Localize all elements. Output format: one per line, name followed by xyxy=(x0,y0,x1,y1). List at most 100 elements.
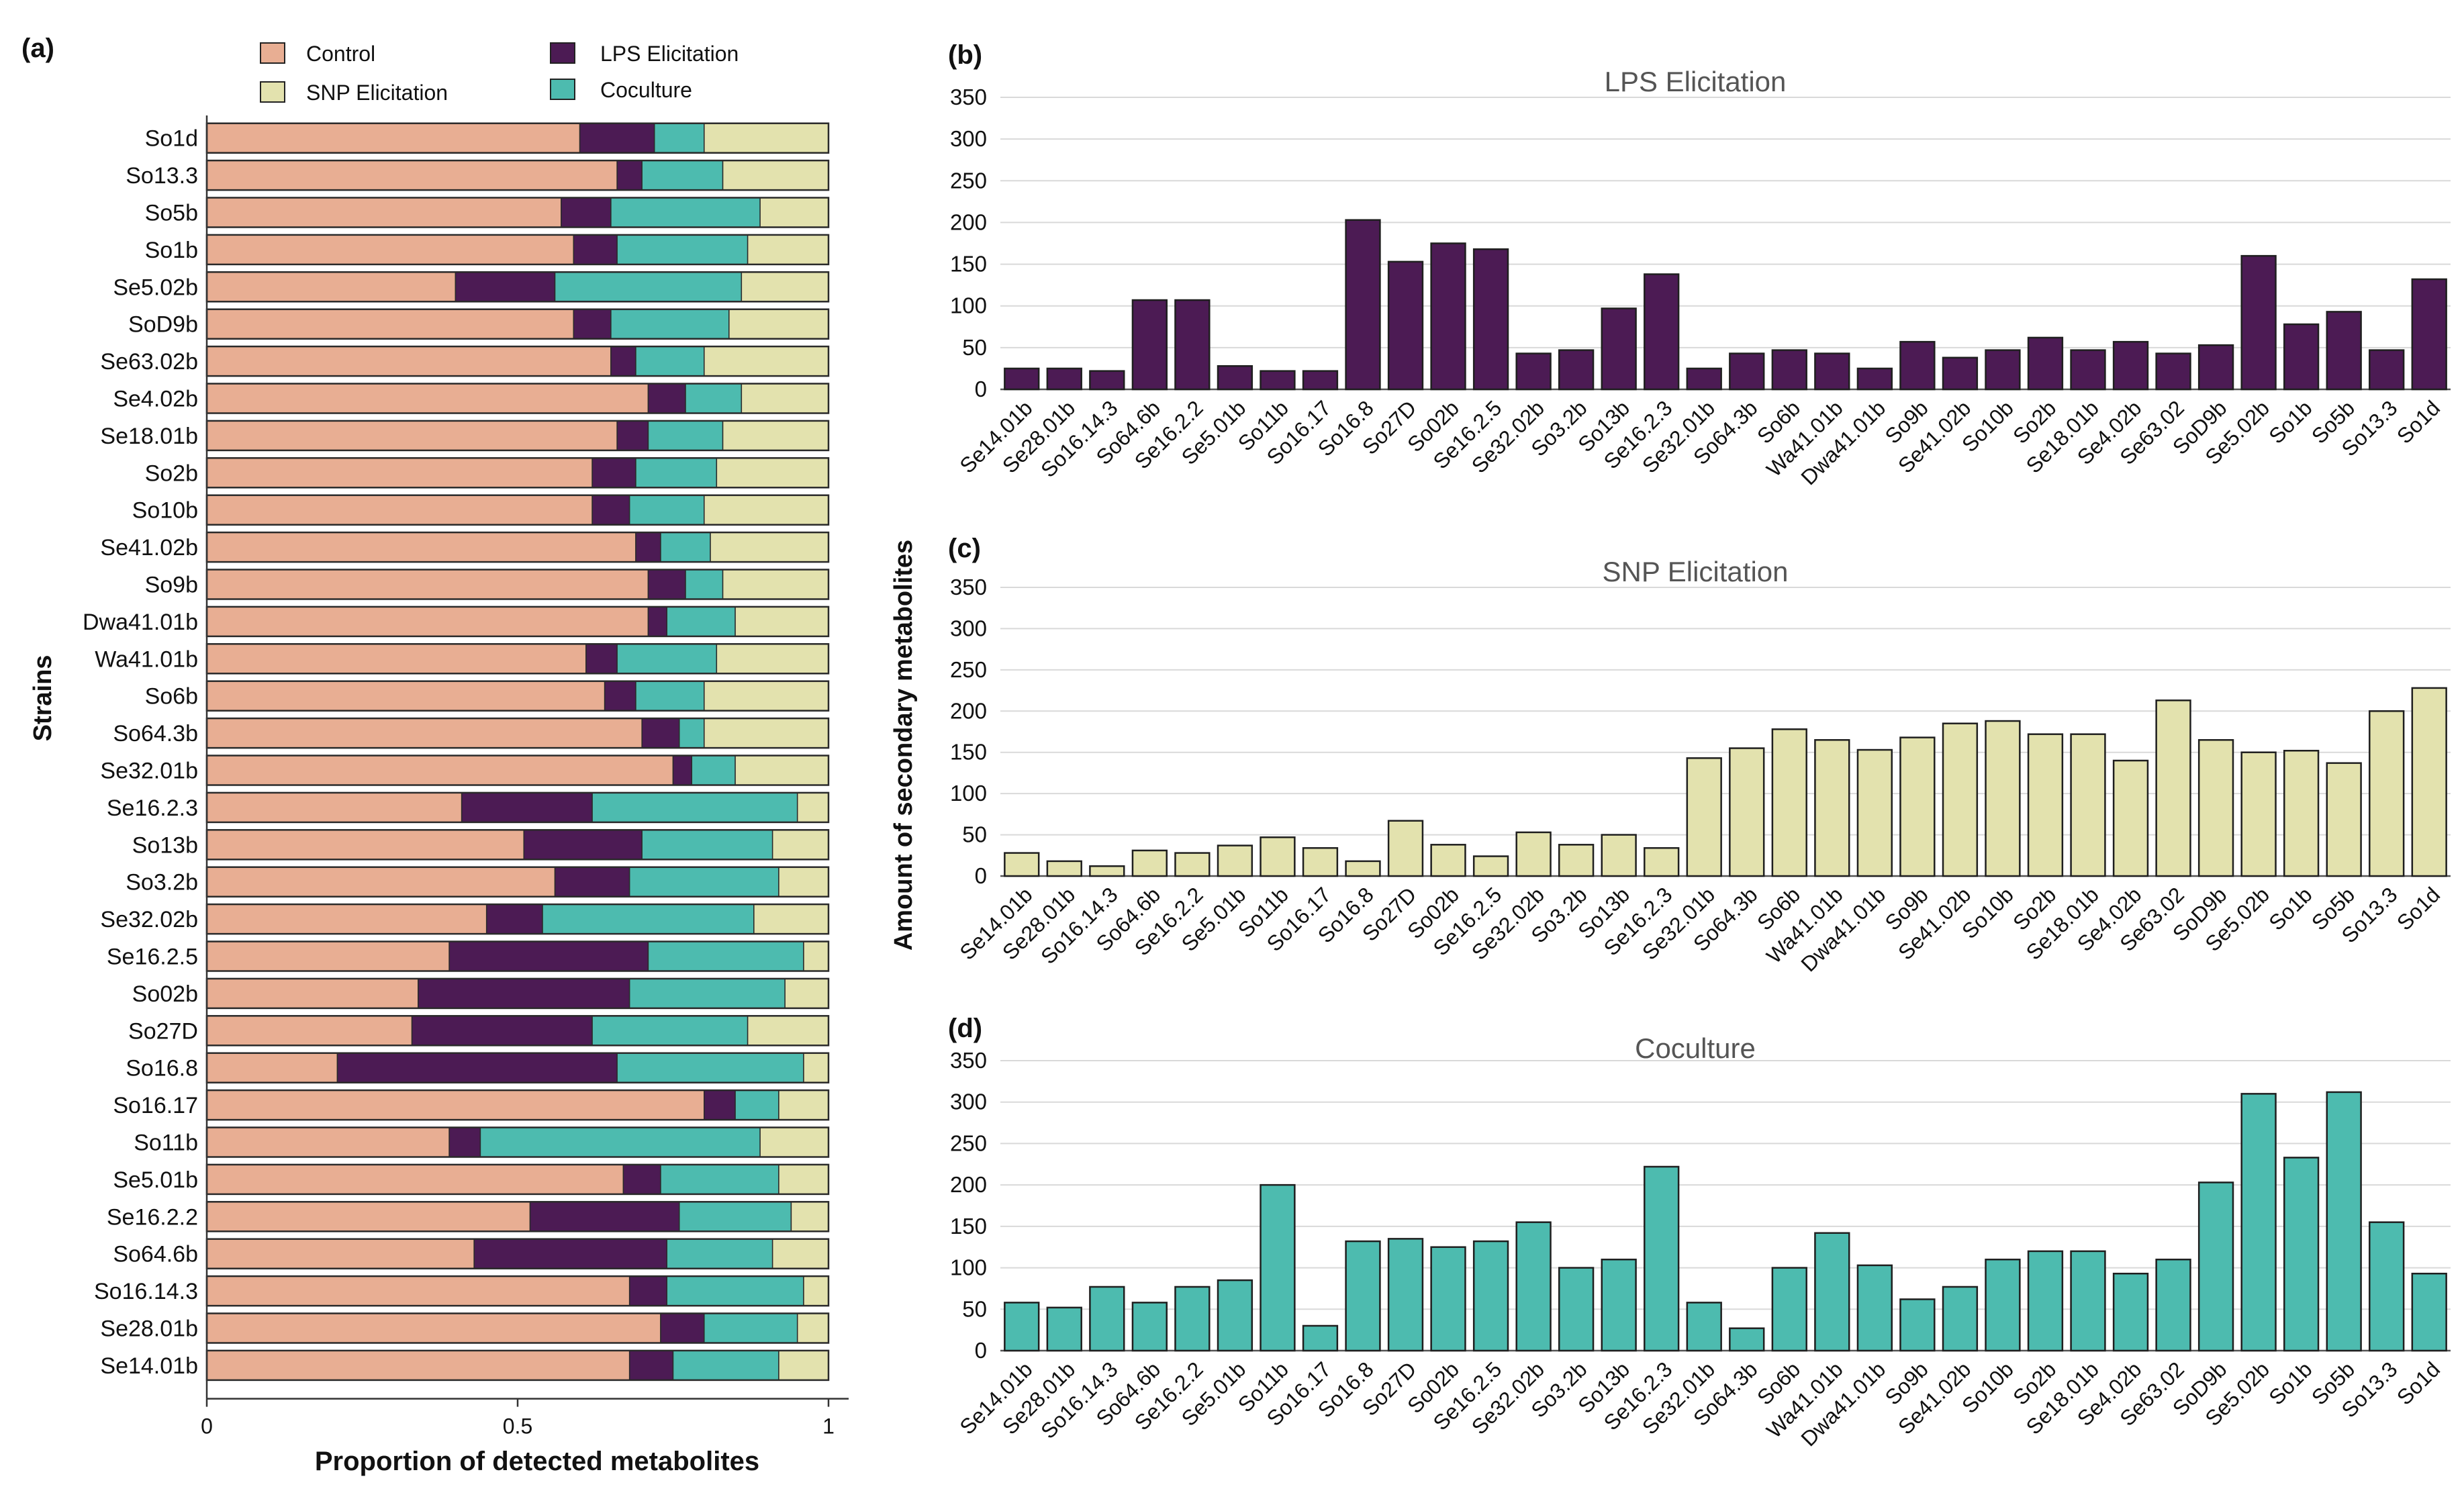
category-label-a-se16-2-5: Se16.2.5 xyxy=(107,945,198,970)
bar-a-se16-2-5-control xyxy=(206,940,450,972)
bar-b-so13-3 xyxy=(2369,349,2405,391)
bar-b-so16-8 xyxy=(1345,219,1381,391)
legend: Control LPS Elicitation SNP Elicitation … xyxy=(260,42,739,105)
bar-a-se4-02b-control xyxy=(206,383,649,414)
category-label-a-so3-2b: So3.2b xyxy=(126,870,198,896)
legend-item-snp: SNP Elicitation xyxy=(260,81,448,105)
bar-a-so27d-coculture xyxy=(591,1015,749,1047)
bar-c-sod9b xyxy=(2197,739,2234,877)
bar-a-so11b-control xyxy=(206,1126,450,1158)
x-tick-label-d-so1b: So1b xyxy=(2264,1357,2316,1409)
bar-a-so5b-lps xyxy=(561,197,612,228)
category-label-a-wa41-01b: Wa41.01b xyxy=(95,646,198,672)
y-tick-label-d-350: 350 xyxy=(950,1048,987,1073)
panel-c-label: (c) xyxy=(948,534,981,563)
bar-d-so11b xyxy=(1260,1183,1296,1352)
category-label-a-se16-2-3: Se16.2.3 xyxy=(107,795,198,821)
bar-a-so10b-lps xyxy=(591,494,630,526)
y-tick-label-d-100: 100 xyxy=(950,1255,987,1280)
bar-a-so13-3-snp xyxy=(722,160,829,191)
bar-a-so9b-coculture xyxy=(685,569,724,600)
category-label-a-so27d: So27D xyxy=(128,1018,198,1044)
bar-a-se63-02b-snp xyxy=(704,346,829,377)
bar-c-so27d xyxy=(1387,820,1424,877)
bar-b-so16-17 xyxy=(1302,370,1339,391)
y-tick-label-b-350: 350 xyxy=(950,85,987,109)
category-label-a-dwa41-01b: Dwa41.01b xyxy=(83,610,198,635)
legend-label-coculture: Coculture xyxy=(600,78,692,102)
bar-c-se63-02 xyxy=(2155,699,2191,877)
bar-b-se32-02b xyxy=(1515,352,1552,391)
category-label-a-so64-3b: So64.3b xyxy=(113,721,198,746)
bar-d-se32-01b xyxy=(1686,1302,1722,1352)
bar-a-so11b-lps xyxy=(448,1126,481,1158)
bar-d-so16-8 xyxy=(1345,1240,1381,1352)
bar-a-so2b-lps xyxy=(591,457,636,489)
panel-c-yticks: 0 50 100 150 200 250 300 350 xyxy=(950,575,987,888)
bar-a-so2b-control xyxy=(206,457,593,489)
y-tick-label-d-300: 300 xyxy=(950,1090,987,1114)
bar-a-so02b-lps xyxy=(418,978,630,1009)
bar-a-so10b-coculture xyxy=(628,494,705,526)
bar-a-so02b-control xyxy=(206,978,419,1009)
panel-c-title: SNP Elicitation xyxy=(1602,556,1788,587)
bar-b-sod9b xyxy=(2197,344,2234,391)
bar-c-so6b xyxy=(1771,728,1807,877)
bar-c-so2b xyxy=(2027,733,2064,877)
legend-swatch-coculture xyxy=(550,79,575,100)
bar-a-so13b-lps xyxy=(523,829,643,861)
bar-c-so5b xyxy=(2326,762,2362,877)
bar-d-so1b xyxy=(2283,1157,2320,1352)
bar-a-se16-2-3-lps xyxy=(461,792,593,823)
bar-a-so3-2b-snp xyxy=(778,866,829,898)
bar-a-so27d-control xyxy=(206,1015,413,1047)
bar-a-so64-3b-snp xyxy=(704,718,829,748)
bar-b-se4-02b xyxy=(2112,340,2149,391)
bar-a-so16-8-snp xyxy=(803,1052,829,1083)
bar-a-se16-2-5-snp xyxy=(803,940,829,972)
bar-a-se28-01b-coculture xyxy=(704,1312,798,1344)
bar-c-se16-2-5 xyxy=(1472,855,1509,877)
y-tick-label-b-0: 0 xyxy=(975,377,987,401)
y-tick-label-d-50: 50 xyxy=(962,1296,987,1321)
category-label-a-so16-17: So16.17 xyxy=(113,1093,198,1118)
bar-a-se41-02b-snp xyxy=(710,532,829,563)
legend-swatch-snp xyxy=(260,81,285,103)
bar-a-se14-01b-coculture xyxy=(672,1350,779,1381)
bar-a-so27d-lps xyxy=(411,1015,593,1047)
x-tick-label-c-so1d: So1d xyxy=(2392,882,2445,934)
bar-a-se5-01b-snp xyxy=(778,1164,829,1195)
category-label-a-se16-2-2: Se16.2.2 xyxy=(107,1204,198,1230)
bar-c-so11b xyxy=(1260,836,1296,877)
legend-label-snp: SNP Elicitation xyxy=(306,81,448,105)
bar-a-so16-8-coculture xyxy=(616,1052,804,1083)
bar-a-se32-02b-snp xyxy=(753,904,829,934)
category-label-a-se14-01b: Se14.01b xyxy=(100,1353,198,1379)
category-label-a-se4-02b: Se4.02b xyxy=(113,387,198,412)
bar-a-so02b-snp xyxy=(784,978,829,1009)
bar-a-so64-6b-snp xyxy=(771,1238,829,1269)
bar-c-so64-3b xyxy=(1729,747,1765,877)
bar-a-se28-01b-control xyxy=(206,1312,661,1344)
bar-a-se28-01b-lps xyxy=(660,1312,705,1344)
panel-c-bars xyxy=(1004,687,2447,877)
panel-a-category-labels: So1d So13.3 So5b So1b Se5.02b SoD9b Se63.02b Se… xyxy=(83,126,198,1379)
bar-a-se18-01b-lps xyxy=(616,420,649,451)
bar-a-se41-02b-control xyxy=(206,532,636,563)
bar-d-dwa41-01b xyxy=(1856,1264,1893,1352)
bar-a-se16-2-2-control xyxy=(206,1201,531,1232)
bar-a-se5-02b-lps xyxy=(455,271,556,303)
bar-a-so16-14-3-snp xyxy=(803,1275,829,1306)
bar-d-so02b xyxy=(1430,1246,1466,1352)
bar-d-se41-02b xyxy=(1942,1286,1979,1352)
category-label-a-so16-8: So16.8 xyxy=(126,1056,198,1081)
x-tick-label-c-so1b: So1b xyxy=(2264,882,2316,934)
bar-a-so13b-coculture xyxy=(641,829,773,861)
y-tick-label-c-300: 300 xyxy=(950,616,987,640)
bar-a-so13-3-control xyxy=(206,160,618,191)
bar-d-se18-01b xyxy=(2070,1250,2106,1352)
bar-c-se16-2-2 xyxy=(1174,852,1211,877)
y-tick-label-b-50: 50 xyxy=(962,335,987,360)
category-label-a-se5-02b: Se5.02b xyxy=(113,275,198,300)
y-tick-label-d-150: 150 xyxy=(950,1214,987,1239)
